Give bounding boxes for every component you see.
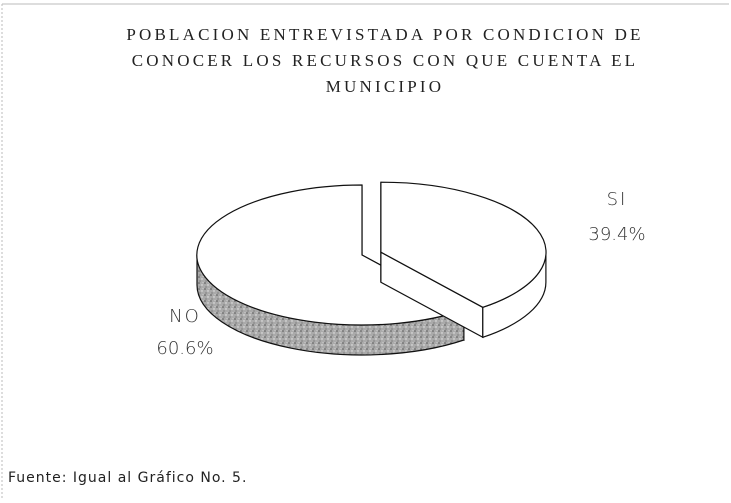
slice-label: SI	[607, 189, 628, 210]
source-note: Fuente: Igual al Gráfico No. 5.	[8, 470, 248, 486]
slice-label: NO	[169, 306, 201, 327]
pie: NO 60.6% SI 39.4%	[156, 181, 646, 359]
chart-title: POBLACION ENTREVISTADA POR CONDICION DE …	[126, 25, 644, 96]
slice-value-label: 60.6%	[156, 338, 213, 359]
slice-value-label: 39.4%	[588, 224, 645, 245]
slice	[380, 181, 547, 308]
